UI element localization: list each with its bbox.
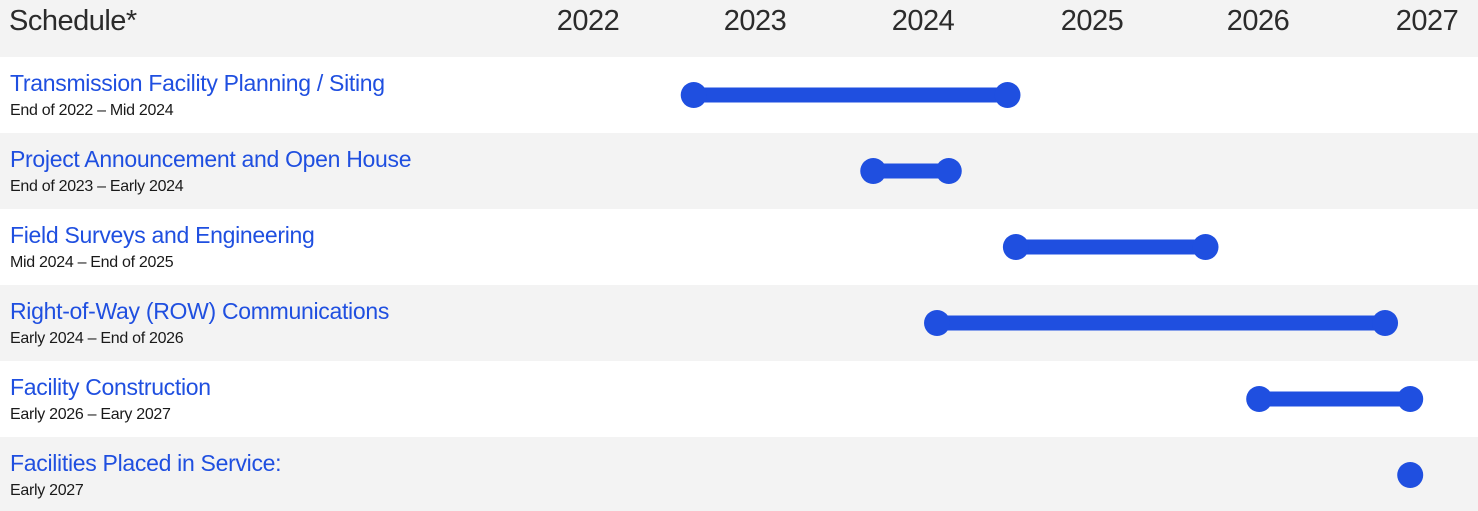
task-row: Transmission Facility Planning / Siting … (0, 57, 1478, 133)
task-dates: Mid 2024 – End of 2025 (10, 254, 174, 271)
year-tick-2022: 2022 (556, 5, 620, 37)
schedule-title: Schedule* (9, 5, 137, 37)
year-tick-2024: 2024 (891, 5, 955, 37)
task-dates: Early 2026 – Eary 2027 (10, 406, 171, 423)
year-tick-2026: 2026 (1226, 5, 1290, 37)
task-title[interactable]: Facilities Placed in Service: (10, 450, 282, 476)
task-title[interactable]: Project Announcement and Open House (10, 146, 412, 172)
task-dates: Early 2024 – End of 2026 (10, 330, 184, 347)
task-title[interactable]: Facility Construction (10, 374, 211, 400)
task-row: Field Surveys and Engineering Mid 2024 –… (0, 209, 1478, 285)
task-title[interactable]: Right-of-Way (ROW) Communications (10, 298, 390, 324)
task-dates: End of 2023 – Early 2024 (10, 178, 184, 195)
year-tick-2023: 2023 (723, 5, 787, 37)
task-title[interactable]: Field Surveys and Engineering (10, 222, 315, 248)
task-dates: End of 2022 – Mid 2024 (10, 102, 174, 119)
task-title[interactable]: Transmission Facility Planning / Siting (10, 70, 385, 96)
year-tick-2025: 2025 (1060, 5, 1124, 37)
year-tick-2027: 2027 (1395, 5, 1459, 37)
task-dates: Early 2027 (10, 482, 84, 499)
task-row: Right-of-Way (ROW) Communications Early … (0, 285, 1478, 361)
task-row: Facility Construction Early 2026 – Eary … (0, 361, 1478, 437)
schedule-header: Schedule* 2022 2023 2024 2025 2026 2027 (0, 0, 1478, 57)
task-row: Project Announcement and Open House End … (0, 133, 1478, 209)
task-row: Facilities Placed in Service: Early 2027 (0, 437, 1478, 511)
